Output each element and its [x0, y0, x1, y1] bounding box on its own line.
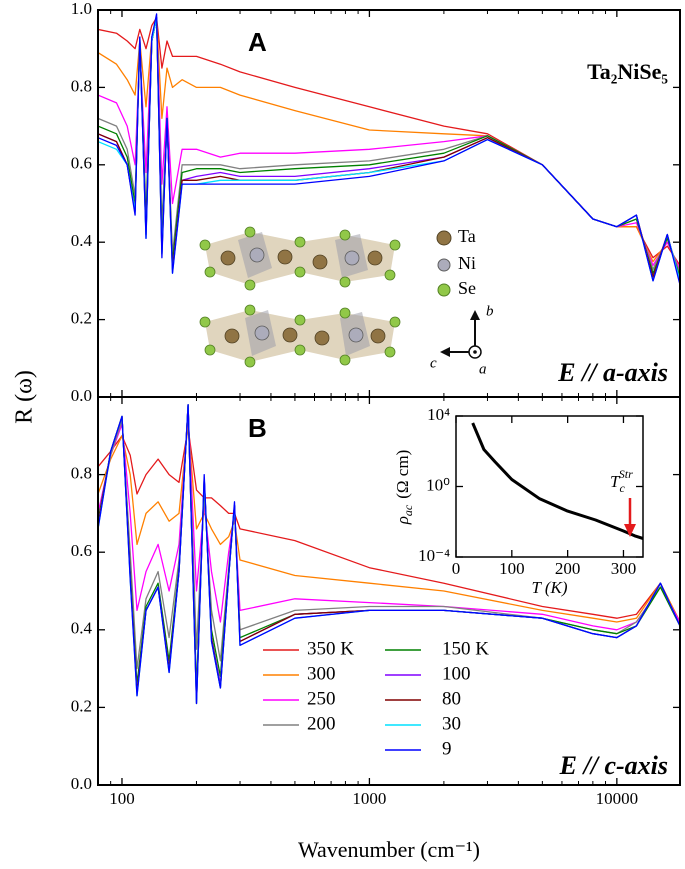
x-tick-label: 10000 [596, 789, 639, 808]
data-line [98, 411, 680, 631]
annotation-main: T [610, 472, 621, 491]
x-tick-label: 200 [555, 559, 581, 578]
annotation-sub: c [619, 481, 625, 495]
y-tick-label: 0.2 [71, 696, 92, 715]
y-axis-title: ρac (Ω cm) [393, 450, 415, 525]
annotation: TcStr [610, 467, 633, 495]
data-line [98, 17, 680, 270]
annotation: E // a-axis [557, 358, 668, 387]
legend-label: 200 [307, 713, 336, 734]
x-tick-label: 100 [109, 789, 135, 808]
x-axis-title: Wavenumber (cm⁻¹) [298, 837, 480, 862]
annotation: E // c-axis [559, 751, 668, 780]
structure-legend: Ni [458, 253, 476, 273]
y-axis-subscript: ac [401, 504, 415, 516]
plot-frame [97, 396, 681, 786]
structure-legend: Ta [458, 226, 476, 246]
panel-label: A [248, 27, 267, 57]
y-axis-unit: (Ω cm) [393, 450, 412, 499]
data-line [98, 404, 680, 689]
plot-frame [455, 415, 644, 558]
y-tick-label: 0.4 [71, 619, 93, 638]
legend-label: 350 K [307, 638, 354, 659]
data-line [98, 17, 680, 270]
y-tick-label: 1.0 [71, 0, 92, 18]
legend-label: 250 [307, 688, 336, 709]
y-tick-label: 10⁰ [426, 475, 450, 494]
y-tick-label: 0.4 [71, 231, 93, 250]
x-tick-label: 1000 [352, 789, 386, 808]
y-tick-label: 0.0 [71, 386, 92, 405]
y-tick-label: 10⁴ [427, 405, 450, 424]
legend-label: 300 [307, 663, 336, 684]
structure-legend: Se [458, 278, 476, 298]
data-line [98, 17, 680, 266]
x-tick-label: 300 [611, 559, 637, 578]
y-tick-label: 0.6 [71, 541, 92, 560]
legend-label: 9 [442, 738, 452, 759]
legend-label: 150 K [442, 638, 489, 659]
legend-label: 30 [442, 713, 461, 734]
data-line [98, 427, 680, 623]
y-tick-label: 10⁻⁴ [418, 546, 450, 565]
inset-background [456, 416, 643, 557]
legend-label: 80 [442, 688, 461, 709]
data-line [98, 423, 680, 623]
crystal-structure [199, 226, 482, 368]
data-line [98, 13, 680, 285]
arrow-head [624, 524, 636, 537]
x-tick-label: 100 [499, 559, 525, 578]
axis-letter: a [479, 361, 487, 377]
y-tick-label: 0.0 [71, 774, 92, 793]
x-tick-label: 0 [452, 559, 461, 578]
chart-title: Ta₂NiSe₅ [587, 59, 668, 84]
annotation-sup: Str [619, 467, 633, 481]
legend-label: 100 [442, 663, 471, 684]
y-tick-label: 0.8 [71, 76, 92, 95]
y-tick-label: 0.6 [71, 154, 92, 173]
x-axis-title: T (K) [531, 578, 567, 597]
y-tick-label: 0.8 [71, 464, 92, 483]
axis-letter: c [430, 355, 437, 371]
y-tick-label: 0.2 [71, 309, 92, 328]
panel-label: B [248, 413, 267, 443]
data-line [98, 404, 680, 705]
plot-lines [98, 404, 680, 705]
axis-letter: b [486, 303, 494, 319]
y-axis-symbol: ρ [393, 516, 412, 525]
y-axis-title: R (ω) [12, 370, 38, 424]
plot-lines [98, 13, 680, 285]
